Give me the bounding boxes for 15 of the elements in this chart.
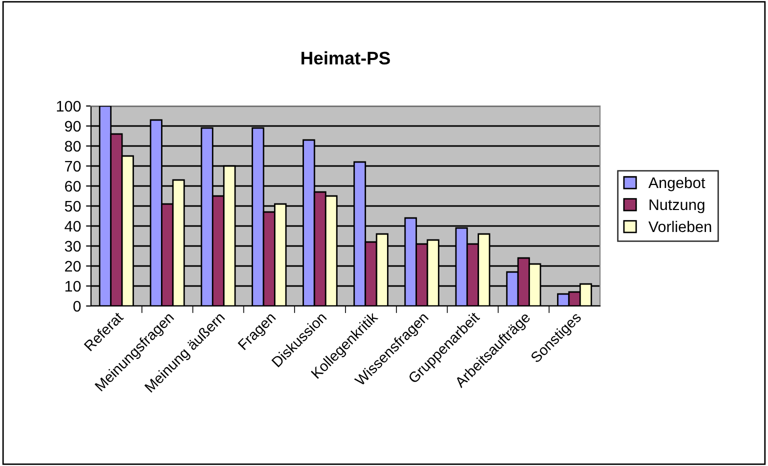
- y-tick-label: 20: [65, 260, 81, 272]
- y-tick-label: 0: [73, 300, 81, 312]
- y-tick-label: 80: [64, 140, 81, 152]
- y-tick-label: 60: [65, 180, 81, 192]
- y-tick-label: 90: [65, 120, 81, 132]
- legend-label: Vorlieben: [648, 220, 712, 232]
- y-tick-label: 50: [64, 200, 81, 212]
- y-tick-label: 100: [56, 100, 81, 112]
- chart-title: Heimat-PS: [302, 51, 390, 65]
- y-tick-label: 30: [64, 240, 81, 252]
- legend-label: Nutzung: [650, 199, 704, 214]
- legend-label: Angebot: [648, 176, 706, 192]
- y-tick-label: 40: [64, 220, 81, 232]
- y-tick-label: 70: [65, 160, 81, 172]
- y-tick-label: 10: [65, 280, 81, 292]
